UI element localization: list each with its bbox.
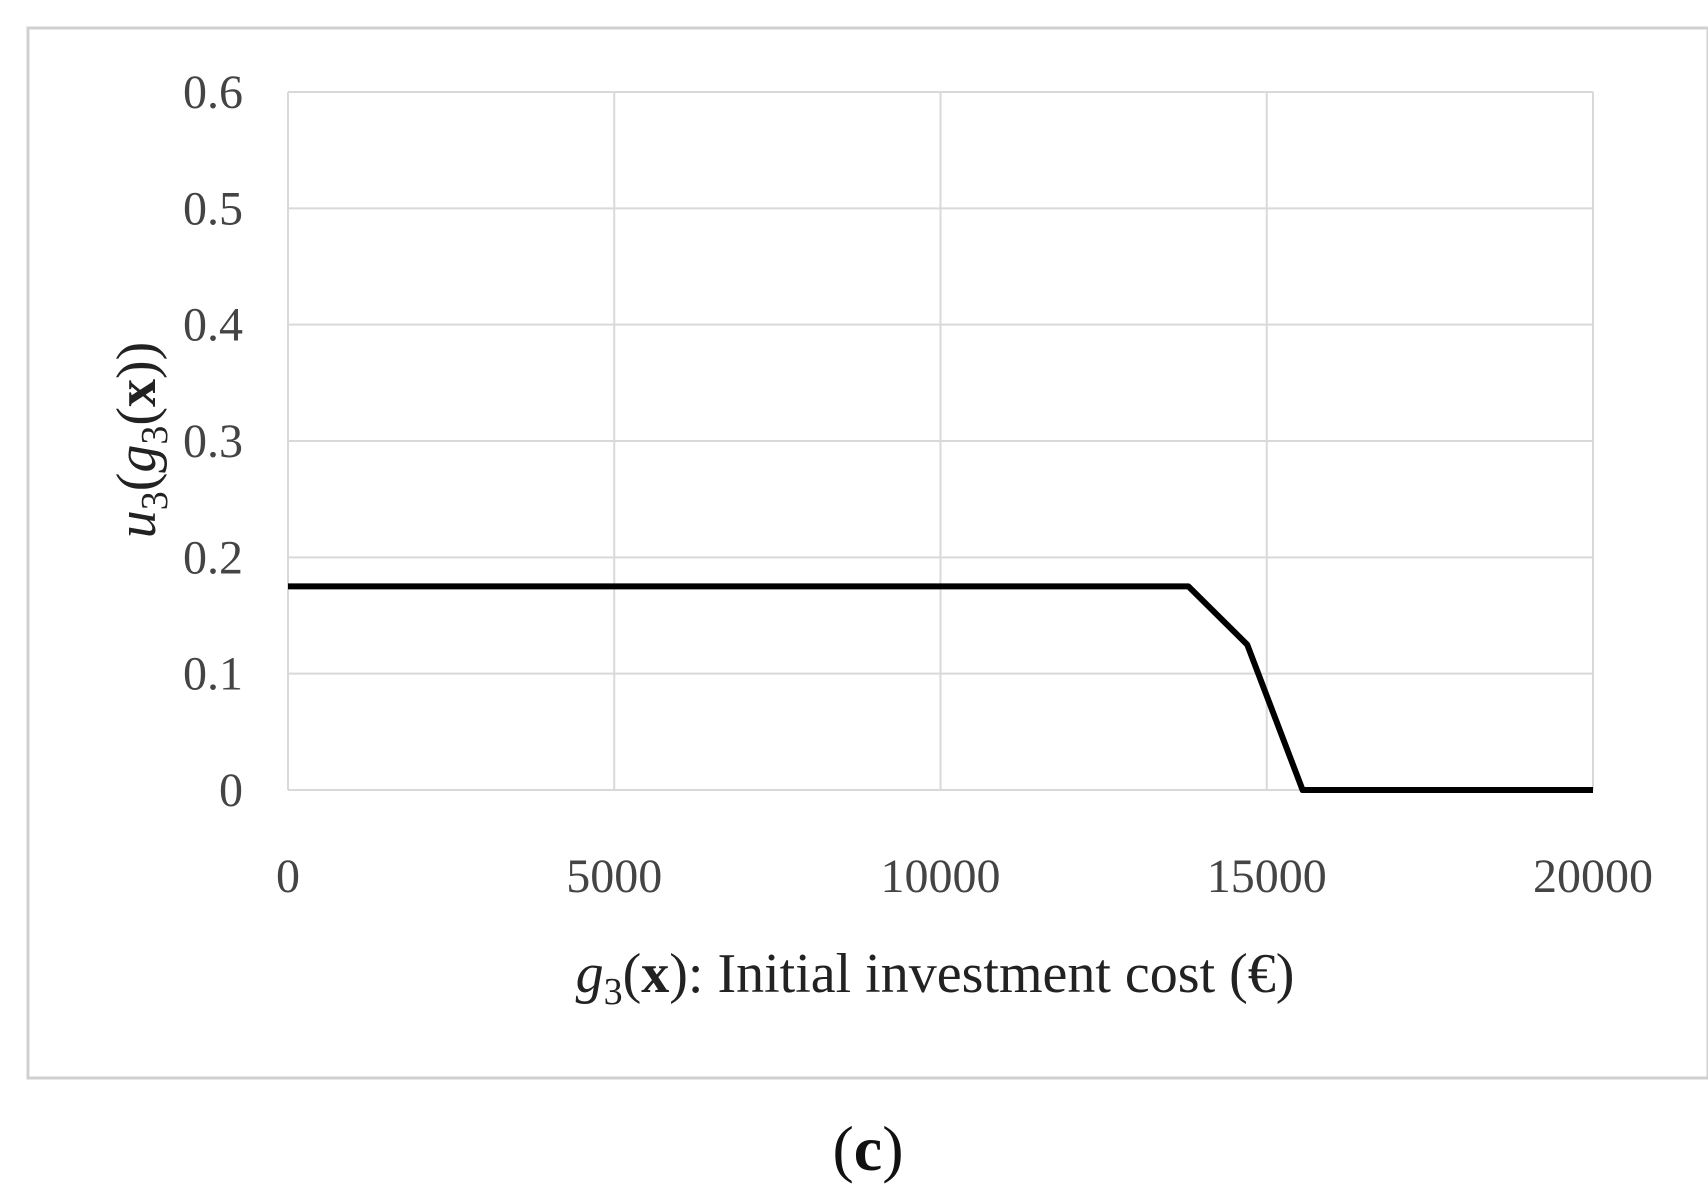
y-tick-label: 0.5 (183, 182, 243, 235)
y-tick-label: 0.3 (183, 415, 243, 468)
series-line (288, 583, 1593, 793)
panel-label: (c) (832, 1113, 903, 1184)
y-tick-label: 0.1 (183, 648, 243, 701)
x-axis-title: g3(x): Initial investment cost (€) (576, 943, 1295, 1013)
y-tick-label: 0.4 (183, 299, 243, 352)
x-tick-label: 0 (276, 850, 300, 903)
y-tick-label: 0.2 (183, 531, 243, 584)
x-tick-label: 10000 (881, 850, 1001, 903)
y-axis-title: u3(g3(x)) (106, 342, 176, 539)
x-tick-label: 5000 (566, 850, 662, 903)
chart-border (26, 26, 1708, 1080)
x-tick-labels: 0 5000 10000 15000 20000 (276, 850, 1653, 903)
y-tick-label: 0 (219, 764, 243, 817)
x-tick-label: 15000 (1207, 850, 1327, 903)
y-tick-labels: 0 0.1 0.2 0.3 0.4 0.5 0.6 (183, 66, 243, 817)
series-group (288, 583, 1593, 793)
y-tick-label: 0.6 (183, 66, 243, 119)
grid (287, 91, 1594, 791)
x-tick-label: 20000 (1533, 850, 1653, 903)
